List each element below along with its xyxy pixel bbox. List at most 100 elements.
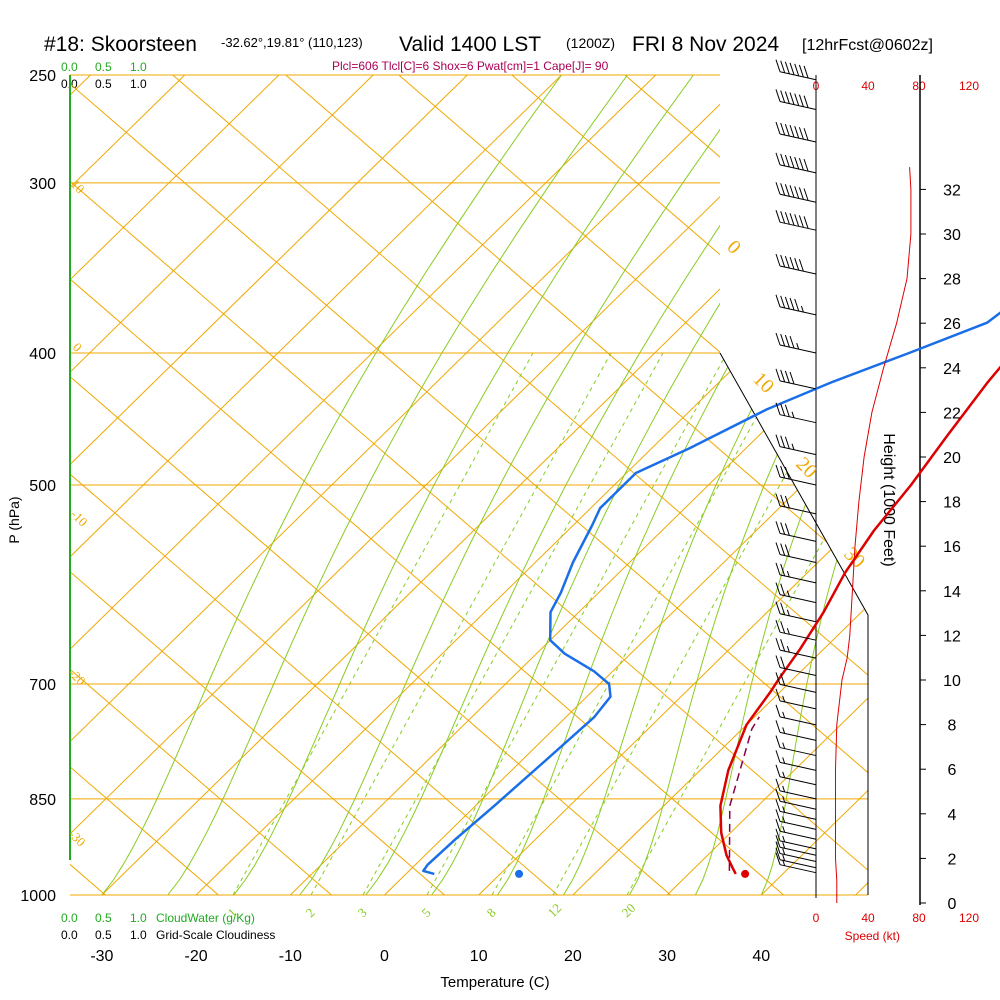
pressure-tick-label: 400 [29, 346, 56, 363]
wind-barb-flag [789, 256, 795, 270]
wind-barb-flag [780, 122, 786, 136]
wind-barb-flag [775, 841, 781, 854]
wind-barb [775, 182, 817, 203]
temperature-tick-label: -20 [185, 948, 208, 965]
cloudwater-top-tick: 0.0 [61, 60, 78, 74]
height-tick-label: 6 [948, 762, 957, 779]
wind-barb-half-flag [782, 848, 786, 855]
wind-barb-flag [775, 764, 781, 777]
wind-barb-staff [779, 840, 817, 850]
wind-barb-flag [789, 371, 795, 385]
wind-barb-flag [775, 809, 781, 822]
wind-barb-half-flag [782, 742, 786, 749]
wind-barb-flag [780, 211, 786, 224]
wind-barb-staff [779, 683, 817, 693]
wind-barb-staff [779, 859, 817, 869]
wind-barb-flag [780, 602, 786, 615]
wind-barb-staff [779, 700, 817, 710]
cloudwater-top-tick: 1.0 [130, 60, 147, 74]
wind-barb [775, 59, 817, 81]
height-tick-label: 2 [948, 851, 957, 868]
wind-barb-flag [789, 155, 795, 169]
forecast-run: [12hrFcst@0602z] [802, 37, 933, 54]
height-tick-label: 0 [948, 896, 957, 913]
wind-barb [775, 434, 817, 456]
wind-barb [775, 852, 817, 874]
wind-barb-flag [784, 334, 790, 348]
wind-barb-flag [798, 215, 804, 228]
wind-barb-half-flag [786, 570, 790, 578]
cloudwater-bottom-tick: 0.5 [95, 911, 112, 925]
x-axis-title: Temperature (C) [440, 974, 549, 991]
wind-barb [775, 655, 817, 677]
height-tick-label: 16 [943, 539, 961, 556]
wind-barb-flag [775, 655, 781, 668]
mixing-ratio-label: 12 [545, 900, 565, 920]
cloudwater-scale-bottom: 0.0 0.5 1.0 CloudWater (g/Kg) [61, 911, 255, 925]
wind-barb-flag [803, 188, 809, 201]
wind-barb-flag [798, 94, 804, 107]
wind-barb-half-flag [782, 854, 786, 861]
station-coords: -32.62°,19.81° (110,123) [221, 35, 363, 50]
speed-bottom-tick: 120 [959, 911, 979, 925]
wind-barb [775, 493, 817, 515]
wind-barb-flag [784, 123, 790, 137]
wind-barb-flag [794, 156, 800, 170]
surface-temperature-marker [741, 869, 750, 878]
wind-barb [775, 819, 817, 840]
wind-barb-flag [775, 819, 781, 832]
wind-barb-half-flag [782, 835, 786, 843]
wind-barb-flag [780, 465, 786, 479]
wind-barb-flag [780, 522, 786, 535]
wind-barb-half-flag [800, 305, 804, 313]
wind-barb-flag [789, 185, 795, 198]
pressure-tick-label: 300 [29, 176, 56, 193]
wind-barb-half-flag [791, 443, 795, 450]
wind-barb-staff [779, 476, 817, 486]
isotherm-label: 0 [70, 340, 85, 355]
wind-barb [775, 121, 817, 143]
wind-barb-flag [775, 542, 781, 555]
wind-barb [775, 764, 817, 786]
wind-barb-flag [784, 466, 790, 480]
wind-barb-half-flag [782, 727, 786, 734]
temperature-tick-label: -10 [279, 948, 302, 965]
isotherm-line [70, 75, 468, 895]
wind-barb-staff [779, 649, 817, 659]
pressure-tick-label: 1000 [20, 888, 56, 905]
wind-barb-half-flag [786, 646, 790, 653]
wind-barb-staff [779, 731, 817, 741]
pressure-tick-label: 500 [29, 478, 56, 495]
wind-barb-staff [779, 221, 817, 231]
wind-speed-line [835, 167, 912, 903]
utc-time: (1200Z) [566, 35, 615, 51]
wind-barb [775, 847, 817, 869]
cloudiness-top-tick: 0.5 [95, 77, 112, 91]
sounding-indices: Plcl=606 Tlcl[C]=6 Shox=6 Pwat[cm]=1 Cap… [332, 59, 609, 73]
wind-barb-half-flag [796, 343, 800, 350]
speed-top-tick: 80 [912, 79, 926, 93]
speed-axis: 0 40 80 120 0 40 80 120 Speed (kt) [813, 79, 980, 943]
height-tick-label: 32 [943, 182, 961, 199]
cloudwater-scale-top: 0.0 0.5 1.0 [61, 60, 147, 74]
wind-barb-flag [780, 60, 786, 73]
cloudwater-label: CloudWater (g/Kg) [156, 911, 255, 925]
wind-barb-flag [803, 95, 809, 108]
cloudiness-label: Grid-Scale Cloudiness [156, 928, 275, 942]
wind-barb-flag [775, 562, 781, 576]
cloudiness-top-tick: 1.0 [130, 77, 147, 91]
temperature-tick-label: 30 [658, 948, 676, 965]
wind-barb-staff [779, 574, 817, 584]
wind-barb-flag [775, 493, 781, 507]
wind-barb-flag [775, 121, 781, 135]
wind-barb-flag [784, 184, 790, 197]
cloudwater-bottom-tick: 0.0 [61, 911, 78, 925]
temperature-tick-label: -30 [90, 948, 113, 965]
mixing-ratio-labels: 1 2 3 5 8 12 20 [225, 900, 639, 920]
dry-adiabat-line [70, 75, 332, 895]
height-tick-label: 28 [943, 272, 961, 289]
plot-right-edge [719, 352, 869, 895]
wind-barb [775, 809, 817, 830]
